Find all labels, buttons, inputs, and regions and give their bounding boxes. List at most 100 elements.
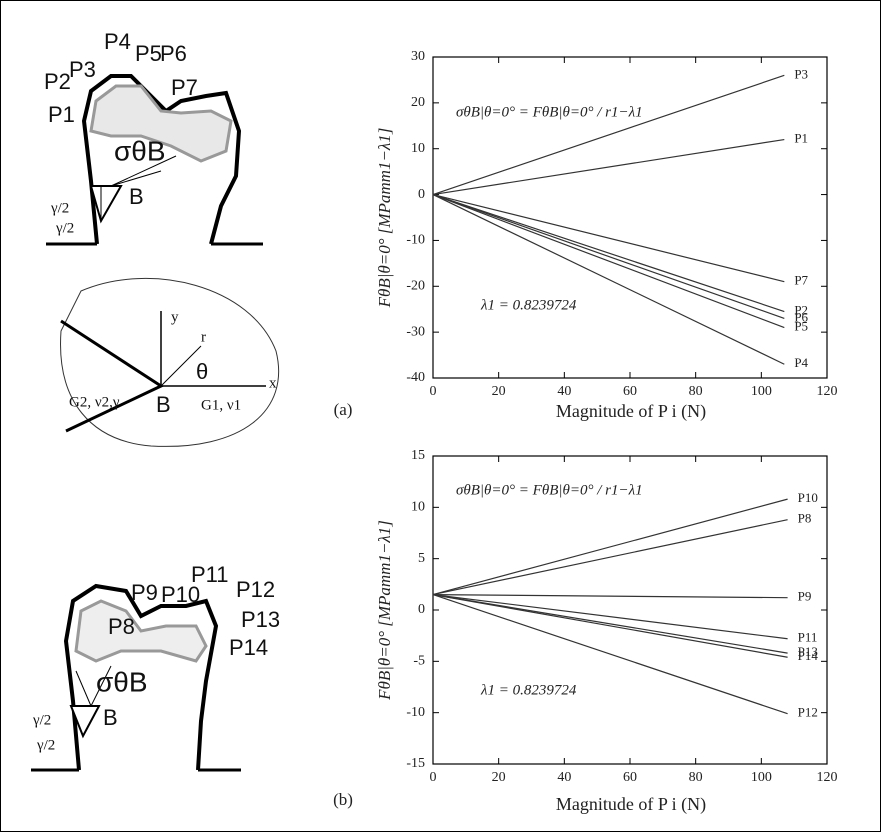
material-label: G1, ν1	[201, 397, 241, 413]
y-tick-label: -20	[406, 279, 425, 294]
series-label: P8	[798, 511, 812, 526]
series-label: P13	[798, 644, 818, 659]
point-label: P13	[241, 607, 280, 632]
point-label: P2	[44, 69, 71, 94]
panel-label: (a)	[334, 400, 353, 419]
x-tick-label: 60	[623, 384, 637, 399]
panel-label: (b)	[333, 790, 353, 809]
x-tick-label: 40	[557, 770, 571, 785]
series-label: P12	[798, 705, 818, 720]
annotation: σθB|θ=0° = FθB|θ=0° / r1−λ1	[456, 482, 643, 498]
angle-label: θ	[196, 359, 208, 384]
y-tick-label: 30	[411, 49, 425, 64]
series-line	[432, 194, 785, 365]
y-tick-label: -10	[406, 705, 425, 720]
y-tick-label: 0	[418, 187, 425, 202]
x-tick-label: 120	[817, 770, 838, 785]
x-axis-label: Magnitude of P i (N)	[556, 401, 706, 422]
point-label: P8	[108, 614, 135, 639]
angle-label: γ/2	[32, 712, 51, 728]
y-tick-label: 5	[418, 551, 425, 566]
series-line	[432, 138, 785, 196]
x-tick-label: 120	[817, 384, 838, 399]
axis-label: x	[269, 375, 277, 391]
series-label: P7	[794, 273, 808, 288]
annotation: λ1 = 0.8239724	[480, 682, 577, 698]
x-tick-label: 20	[492, 770, 506, 785]
y-tick-label: 20	[411, 95, 425, 110]
series-label: P14	[798, 648, 819, 663]
series-label: P10	[798, 490, 818, 505]
series-line	[432, 594, 788, 658]
series-label: P1	[794, 131, 808, 146]
y-tick-label: -40	[406, 370, 425, 385]
point-label: P1	[48, 102, 75, 127]
tooth-diagram	[46, 74, 263, 246]
x-tick-label: 0	[430, 384, 437, 399]
stress-label: σθB	[96, 666, 148, 697]
y-tick-label: -15	[406, 756, 425, 771]
series-label: P9	[798, 589, 812, 604]
point-label: P3	[69, 57, 96, 82]
point-label: P14	[229, 635, 268, 660]
y-tick-label: 15	[411, 448, 425, 463]
y-tick-label: 10	[411, 141, 425, 156]
angle-label: γ/2	[55, 220, 74, 236]
corner-label: B	[156, 392, 171, 417]
point-label: P5	[135, 41, 162, 66]
series-line	[432, 498, 788, 596]
y-axis-label: FθB|θ=0° [MPamm1−λ1]	[375, 520, 394, 701]
x-tick-label: 60	[623, 770, 637, 785]
annotation: σθB|θ=0° = FθB|θ=0° / r1−λ1	[456, 104, 643, 120]
series-label: P5	[794, 319, 808, 334]
corner-label: B	[103, 705, 118, 730]
point-label: P11	[191, 562, 229, 587]
point-label: P4	[104, 29, 131, 54]
x-tick-label: 100	[751, 384, 772, 399]
y-tick-label: -30	[406, 324, 425, 339]
series-label: P11	[798, 630, 818, 645]
axis-label: y	[171, 309, 179, 325]
series-label: P3	[794, 66, 808, 81]
y-tick-label: -5	[413, 654, 425, 669]
annotation: λ1 = 0.8239724	[480, 297, 577, 313]
material-label: G2, ν2,γ	[69, 394, 120, 410]
x-tick-label: 80	[689, 770, 703, 785]
series-line	[432, 194, 785, 319]
x-tick-label: 20	[492, 384, 506, 399]
wedge-diagram	[60, 278, 280, 447]
series-label: P2	[794, 302, 808, 317]
corner-label: B	[129, 184, 144, 209]
series-line	[432, 594, 788, 715]
plot-frame	[432, 455, 828, 765]
stress-label: σθB	[114, 135, 166, 166]
angle-label: γ/2	[50, 200, 69, 216]
series-line	[432, 594, 788, 654]
x-tick-label: 80	[689, 384, 703, 399]
y-tick-label: -10	[406, 233, 425, 248]
series-label: P4	[794, 355, 808, 370]
angle-label: γ/2	[36, 737, 55, 753]
y-axis-label: FθB|θ=0° [MPamm1−λ1]	[375, 128, 394, 309]
series-line	[432, 194, 785, 313]
y-tick-label: 0	[418, 602, 425, 617]
series-label: P6	[794, 309, 808, 324]
point-label: P6	[160, 41, 187, 66]
x-tick-label: 0	[430, 770, 437, 785]
point-label: P9	[131, 580, 158, 605]
x-tick-label: 100	[751, 770, 772, 785]
series-line	[432, 519, 788, 596]
radius-label: r	[201, 329, 206, 345]
x-axis-label: Magnitude of P i (N)	[556, 794, 706, 815]
series-line	[432, 194, 785, 329]
tooth-diagram	[31, 583, 241, 772]
point-label: P10	[161, 582, 200, 607]
point-label: P7	[171, 75, 198, 100]
series-line	[432, 593, 788, 599]
series-line	[432, 193, 785, 283]
y-tick-label: 10	[411, 500, 425, 515]
series-line	[432, 74, 785, 196]
series-line	[432, 594, 788, 640]
x-tick-label: 40	[557, 384, 571, 399]
